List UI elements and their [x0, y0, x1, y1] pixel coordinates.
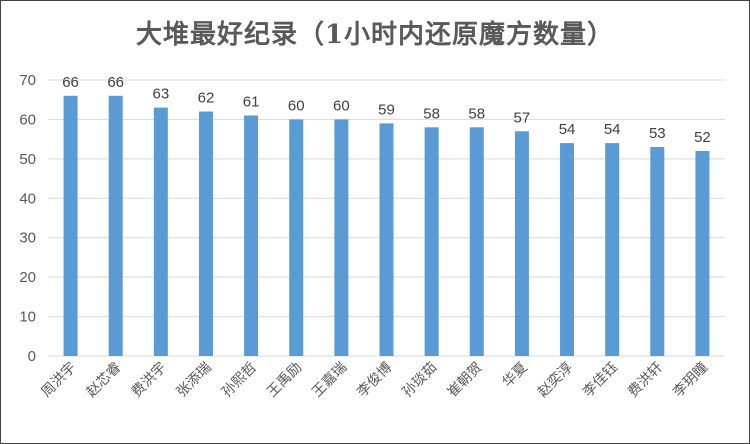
y-tick-label: 40	[19, 190, 36, 207]
x-axis-ticks: 周洪宇 赵芯睿 费洪宇 张添瑞 孙熙哲 王禹励 王嘉瑞 李俊博 孙琰茹 崔朝贺 华夏 赵奕淳 李佳钰 费洪…	[38, 359, 711, 401]
x-tick-label: 周洪宇	[38, 360, 79, 401]
bars	[63, 95, 710, 357]
bar	[514, 131, 529, 356]
data-label: 66	[62, 74, 79, 91]
bar	[108, 95, 123, 357]
data-label: 63	[152, 86, 169, 103]
bar	[469, 127, 484, 356]
x-tick-label: 李玥瞳	[670, 359, 712, 401]
data-label: 54	[604, 121, 621, 138]
bar	[560, 143, 575, 356]
bar	[198, 111, 213, 357]
x-tick-label: 华夏	[500, 360, 531, 391]
y-tick-label: 60	[19, 111, 36, 128]
x-tick-label: 崔朝贺	[445, 360, 486, 401]
data-label: 52	[694, 129, 711, 146]
x-tick-label: 王嘉瑞	[309, 360, 350, 401]
y-tick-label: 10	[19, 309, 36, 326]
x-tick-label: 李俊博	[354, 359, 396, 401]
bar	[289, 119, 304, 356]
data-label: 60	[333, 97, 350, 114]
bar	[63, 95, 78, 357]
x-tick-label: 张添瑞	[174, 360, 215, 401]
data-label: 62	[198, 90, 215, 107]
x-tick-label: 赵芯睿	[84, 360, 125, 401]
bar	[605, 143, 620, 356]
data-label: 58	[423, 105, 440, 122]
data-label: 66	[107, 74, 124, 91]
data-label: 61	[243, 93, 260, 110]
x-tick-label: 赵奕淳	[534, 359, 576, 401]
y-tick-label: 0	[28, 348, 36, 365]
x-tick-label: 孙熙哲	[219, 360, 260, 401]
y-tick-label: 30	[19, 230, 36, 247]
bar	[379, 123, 394, 356]
y-axis-ticks: 0 10 20 30 40 50 60 70	[19, 72, 36, 365]
bar	[153, 107, 168, 356]
x-tick-label: 孙琰茹	[399, 359, 441, 401]
data-label: 58	[468, 105, 485, 122]
y-tick-label: 50	[19, 151, 36, 168]
data-labels: 66 66 63 62 61 60 60 59 58 58 57 54 54 53 52	[62, 74, 711, 146]
x-tick-label: 李佳钰	[580, 360, 621, 401]
data-label: 57	[514, 109, 531, 126]
y-tick-label: 70	[19, 72, 36, 89]
x-tick-label: 王禹励	[264, 360, 305, 401]
bar	[244, 115, 259, 356]
x-tick-label: 费洪轩	[625, 360, 666, 401]
data-label: 59	[378, 101, 395, 118]
y-tick-label: 20	[19, 269, 36, 286]
data-label: 60	[288, 97, 305, 114]
bar	[334, 119, 349, 356]
bar	[424, 127, 439, 356]
data-label: 54	[559, 121, 576, 138]
chart-title: 大堆最好纪录（1小时内还原魔方数量）	[135, 20, 615, 50]
x-tick-label: 费洪宇	[129, 360, 170, 401]
data-label: 53	[649, 125, 666, 142]
bar	[695, 150, 710, 356]
bar	[650, 147, 665, 356]
